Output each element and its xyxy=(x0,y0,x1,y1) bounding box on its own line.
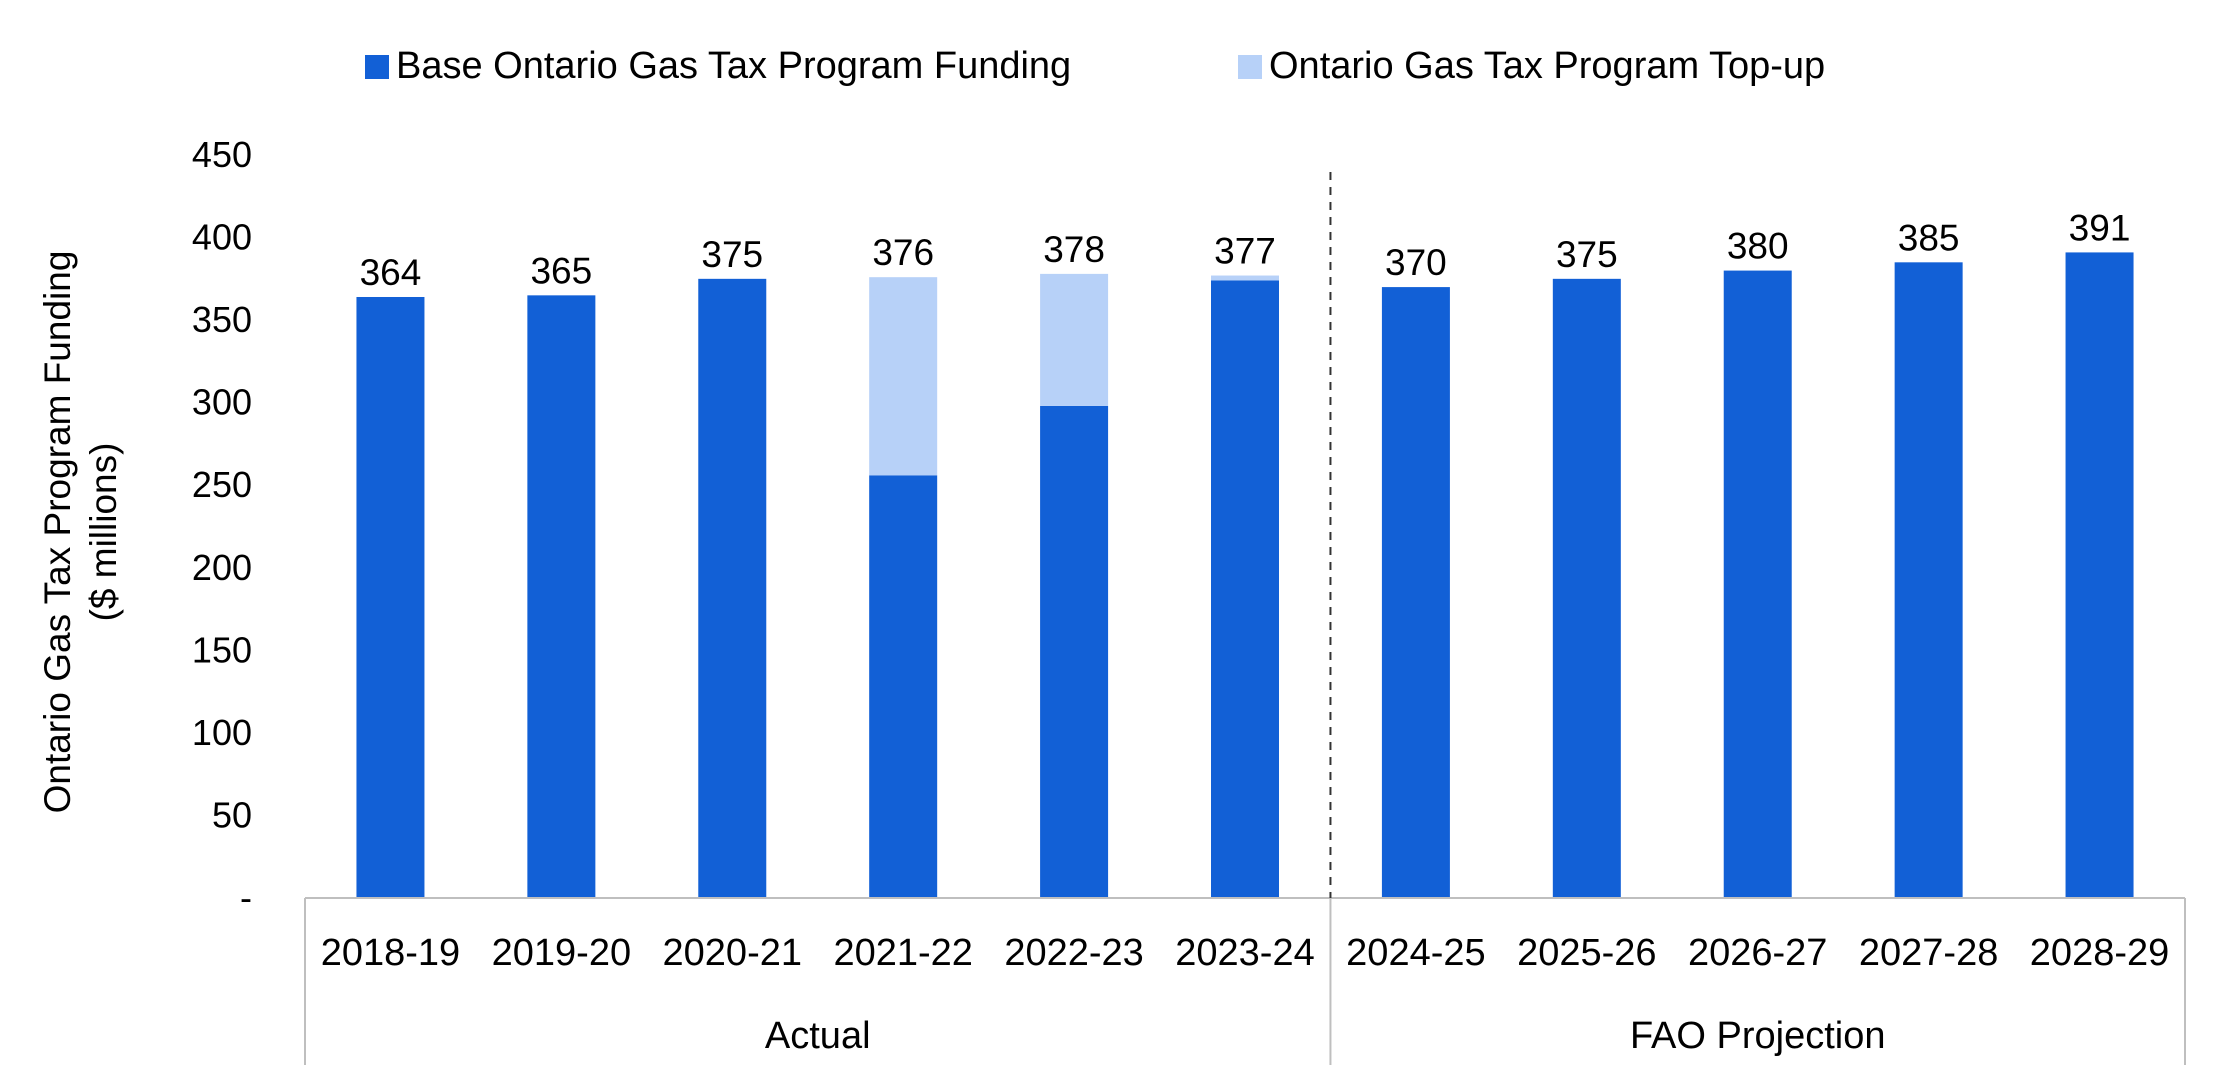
y-axis-title: Ontario Gas Tax Program Funding ($ milli… xyxy=(37,251,124,814)
y-tick-label: 300 xyxy=(192,382,252,423)
bar-total-label: 380 xyxy=(1727,226,1789,267)
y-tick-label: - xyxy=(240,877,252,918)
bar-base xyxy=(527,295,596,898)
y-axis-title-line1: Ontario Gas Tax Program Funding xyxy=(37,251,78,814)
bar-total-label: 391 xyxy=(2069,207,2131,248)
bar-total-label: 385 xyxy=(1898,217,1960,258)
legend-label-topup: Ontario Gas Tax Program Top-up xyxy=(1269,45,1825,87)
bar-base xyxy=(1040,405,1109,898)
y-axis-ticks: - 50 100 150 200 250 300 350 400 450 xyxy=(192,134,252,918)
y-tick-label: 100 xyxy=(192,712,252,753)
legend-label-base: Base Ontario Gas Tax Program Funding xyxy=(396,45,1071,87)
bar-topup xyxy=(1040,273,1109,406)
bar-total-label: 375 xyxy=(701,234,763,275)
x-tick-label: 2027-28 xyxy=(1859,932,1998,974)
bar-base xyxy=(2065,252,2134,899)
x-tick-label: 2021-22 xyxy=(833,932,972,974)
x-tick-label: 2028-29 xyxy=(2030,932,2169,974)
y-tick-label: 250 xyxy=(192,464,252,505)
bar-total-label: 377 xyxy=(1214,231,1276,272)
legend-swatch-topup xyxy=(1238,55,1262,79)
group-label: Actual xyxy=(765,1015,871,1057)
x-tick-label: 2025-26 xyxy=(1517,932,1656,974)
x-axis: 2018-19 2019-20 2020-21 2021-22 2022-23 2023-… xyxy=(304,172,2186,1065)
x-tick-label: 2018-19 xyxy=(321,932,460,974)
group-label: FAO Projection xyxy=(1630,1015,1886,1057)
x-tick-label: 2023-24 xyxy=(1175,932,1314,974)
bar-base xyxy=(356,296,425,898)
y-tick-label: 150 xyxy=(192,629,252,670)
bar-base xyxy=(698,278,767,898)
x-tick-label: 2020-21 xyxy=(663,932,802,974)
legend-swatch-base xyxy=(365,55,389,79)
bar-base xyxy=(1894,262,1963,898)
bar-total-label: 370 xyxy=(1385,242,1447,283)
bar-total-label: 376 xyxy=(872,232,934,273)
y-tick-label: 400 xyxy=(192,217,252,258)
bar-base xyxy=(1552,278,1621,898)
bar-total-label: 375 xyxy=(1556,234,1618,275)
y-tick-label: 200 xyxy=(192,547,252,588)
bar-base xyxy=(1723,270,1792,899)
x-tick-label: 2019-20 xyxy=(492,932,631,974)
bar-topup xyxy=(869,277,938,476)
x-tick-label: 2024-25 xyxy=(1346,932,1485,974)
x-tick-label: 2022-23 xyxy=(1004,932,1143,974)
bar-total-label: 365 xyxy=(530,250,592,291)
bar-base xyxy=(869,475,938,898)
bar-base xyxy=(1211,280,1279,898)
legend: Base Ontario Gas Tax Program Funding Ont… xyxy=(365,45,1825,87)
y-axis-title-line2: ($ millions) xyxy=(83,443,124,622)
bar-total-label: 378 xyxy=(1043,229,1105,270)
y-tick-label: 450 xyxy=(192,134,252,175)
bars: 364 365 375 376 378 377 370 375 380 385 391 xyxy=(356,207,2134,899)
y-tick-label: 350 xyxy=(192,299,252,340)
y-tick-label: 50 xyxy=(212,794,252,835)
bar-topup xyxy=(1211,275,1279,281)
bar-total-label: 364 xyxy=(360,252,422,293)
x-tick-label: 2026-27 xyxy=(1688,932,1827,974)
bar-base xyxy=(1381,287,1450,899)
